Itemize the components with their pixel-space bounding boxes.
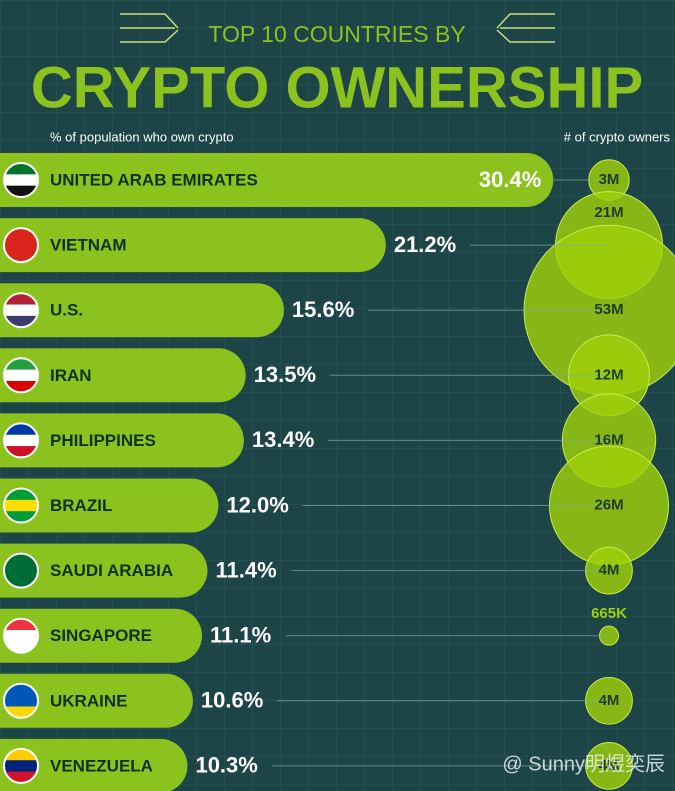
flag-stripe — [4, 760, 38, 773]
bar — [0, 673, 193, 728]
flag-border — [3, 357, 39, 394]
category-label: SINGAPORE — [50, 626, 152, 645]
flag-stripe — [4, 434, 38, 447]
flag-stripe — [4, 293, 38, 306]
bubble-label: 665K — [591, 605, 627, 622]
flag-stripe — [4, 380, 38, 393]
flag-stripe — [4, 748, 38, 761]
category-label: VENEZUELA — [50, 756, 153, 775]
bar — [0, 413, 244, 468]
category-label: BRAZIL — [50, 496, 112, 515]
chart-title: TOP 10 COUNTRIES BY — [208, 21, 465, 47]
flag-icon — [3, 552, 39, 589]
flag-icon — [3, 747, 39, 784]
flag-stripe — [4, 706, 38, 718]
bar — [0, 738, 188, 791]
bubble-label: 4M — [599, 692, 620, 709]
flag-stripe — [4, 304, 38, 317]
circuit-decoration — [120, 13, 555, 43]
bubble-series-label: # of crypto owners — [564, 129, 671, 144]
flag-stripe — [4, 564, 38, 577]
flag-stripe — [4, 228, 38, 240]
chart-subtitle: CRYPTO OWNERSHIP — [31, 55, 643, 120]
flag-stripe — [4, 683, 38, 696]
rows: 30.4% UNITED ARAB EMIRATES 3M 21.2% VIETNAM 2… — [0, 153, 675, 791]
flag-border — [3, 487, 39, 524]
flag-stripe — [4, 239, 38, 252]
flag-stripe — [4, 315, 38, 328]
flag-border — [3, 292, 39, 329]
bar — [0, 283, 284, 338]
flag-stripe — [4, 771, 38, 783]
bubble-label: 12M — [594, 366, 623, 383]
flag-stripe — [4, 369, 38, 382]
flag-icon — [3, 227, 39, 264]
watermark: @ Sunny明煜奕辰 — [502, 752, 665, 775]
category-label: UKRAINE — [50, 691, 127, 710]
value-label: 13.5% — [254, 362, 316, 387]
flag-stripe — [4, 358, 38, 371]
flag-icon — [3, 292, 39, 329]
flag-icon — [3, 357, 39, 394]
bubble-label: 4M — [599, 757, 620, 774]
value-label: 15.6% — [292, 297, 354, 322]
value-label: 10.6% — [201, 688, 263, 713]
flag-stripe — [4, 499, 38, 512]
flag-border — [3, 162, 39, 198]
value-label: 21.2% — [394, 232, 456, 257]
flag-stripe — [4, 618, 38, 631]
bar — [0, 543, 208, 598]
flag-border — [3, 227, 39, 264]
value-label: 13.4% — [252, 427, 314, 452]
flag-stripe — [4, 511, 38, 523]
flag-stripe — [4, 576, 38, 588]
bar — [0, 153, 554, 207]
flag-stripe — [4, 553, 38, 566]
flag-stripe — [4, 695, 38, 707]
bar — [0, 348, 246, 403]
category-label: IRAN — [50, 366, 92, 385]
flag-border — [3, 552, 39, 589]
flag-stripe — [4, 641, 38, 653]
bubble-label: 16M — [594, 431, 623, 448]
bubble-label: 21M — [594, 204, 623, 221]
flag-stripe — [4, 250, 38, 263]
flag-icon — [3, 487, 39, 524]
flag-stripe — [4, 163, 38, 175]
flag-stripe — [4, 185, 38, 197]
flag-stripe — [4, 423, 38, 436]
value-label: 11.1% — [210, 623, 271, 648]
flag-stripe — [4, 488, 38, 501]
value-label: 12.0% — [226, 492, 288, 517]
category-label: U.S. — [50, 301, 83, 320]
bar — [0, 478, 219, 533]
value-label: 30.4% — [479, 167, 541, 192]
category-label: SAUDI ARABIA — [50, 561, 173, 580]
flag-stripe — [4, 446, 38, 458]
category-label: PHILIPPINES — [50, 431, 156, 450]
bar-series-label: % of population who own crypto — [50, 129, 234, 144]
flag-border — [3, 422, 39, 459]
bubble-label: 53M — [594, 301, 623, 318]
bubbles — [523, 159, 675, 790]
flag-stripe — [4, 630, 38, 642]
flag-border — [3, 682, 39, 719]
flag-icon — [3, 682, 39, 719]
flag-icon — [3, 422, 39, 459]
value-label: 10.3% — [195, 753, 257, 778]
bubble-label: 26M — [594, 496, 623, 513]
value-label: 11.4% — [215, 557, 276, 582]
flag-icon — [3, 617, 39, 654]
bubble-label: 4M — [599, 562, 620, 579]
category-label: VIETNAM — [50, 236, 127, 255]
bar — [0, 608, 203, 663]
flag-border — [3, 617, 39, 654]
flag-border — [3, 747, 39, 784]
category-label: UNITED ARAB EMIRATES — [50, 170, 258, 189]
flag-icon — [3, 162, 39, 198]
flag-stripe — [4, 174, 38, 187]
bar — [0, 218, 386, 273]
bubble-label: 3M — [599, 171, 620, 188]
